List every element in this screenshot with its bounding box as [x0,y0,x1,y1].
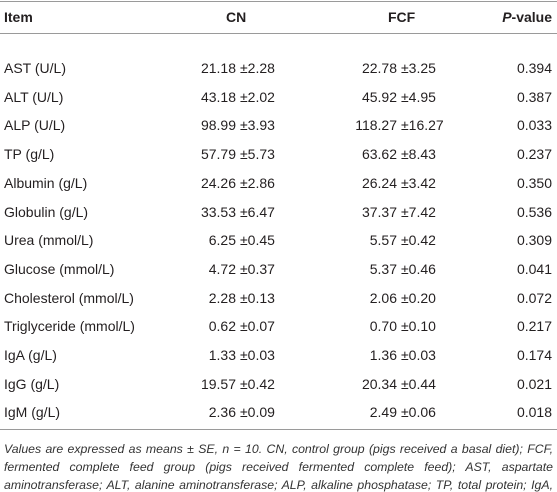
p-value: 0.021 [516,375,552,392]
cn-mean: 24.26 [200,174,236,191]
cn-mean: 21.18 [200,60,236,76]
p-value: 0.387 [516,88,552,105]
fcf-mean: 22.78 [361,60,397,76]
p-value: 0.237 [516,146,552,163]
cn-se: ±6.47 [240,203,275,220]
fcf-mean: 118.27 [355,117,397,134]
item: ALT (U/L) [4,88,64,105]
footnote: Values are expressed as means ± SE, n = … [4,442,553,492]
rule [0,429,557,430]
fcf-se: ±0.10 [401,318,436,335]
cn-mean: 4.72 [208,260,236,277]
item: Glucose (mmol/L) [4,260,115,277]
cn-se: ±0.37 [240,260,275,277]
item: Albumin (g/L) [4,174,88,191]
fcf-se: ±0.03 [401,347,436,363]
fcf-se: ±3.42 [401,174,436,191]
cn-se: ±5.73 [240,146,275,163]
fcf-se: ±0.44 [401,375,436,392]
fcf-mean: 37.37 [361,203,397,220]
fcf-mean: 2.49 [369,404,397,421]
header-cn: CN [226,9,247,25]
item: Urea (mmol/L) [4,232,94,249]
header-fcf: FCF [388,9,416,25]
cn-se: ±2.02 [240,88,275,105]
cn-mean: 98.99 [200,117,236,134]
fcf-mean: 26.24 [361,174,397,191]
fcf-se: ±0.06 [401,404,436,421]
p-value: 0.072 [516,289,552,306]
cn-se: ±0.09 [240,404,275,421]
p-value: 0.309 [516,232,552,249]
p-value: 0.033 [516,117,552,134]
fcf-se: ±4.95 [401,88,436,105]
header-pvalue: P-value [502,9,552,25]
p-value: 0.174 [516,347,552,363]
cn-se: ±0.45 [240,232,275,249]
fcf-se: ±0.46 [401,260,436,277]
fcf-mean: 0.70 [369,318,397,335]
cn-mean: 1.33 [208,347,236,363]
item: Globulin (g/L) [4,203,89,220]
cn-mean: 43.18 [200,88,236,105]
fcf-se: ±0.20 [401,289,436,306]
item: AST (U/L) [4,60,66,76]
cn-mean: 2.28 [208,289,236,306]
item: Triglyceride (mmol/L) [4,318,135,335]
item: TP (g/L) [4,146,55,163]
fcf-mean: 1.36 [369,347,397,363]
cn-mean: 19.57 [200,375,236,392]
fcf-mean: 20.34 [361,375,397,392]
cn-mean: 57.79 [200,146,236,163]
cn-se: ±0.13 [240,289,275,306]
cn-se: ±3.93 [240,117,275,134]
cn-mean: 2.36 [208,404,236,421]
rule [0,33,557,34]
p-value: 0.217 [516,318,552,335]
fcf-mean: 45.92 [361,88,397,105]
cn-mean: 0.62 [208,318,236,335]
cn-se: ±2.28 [240,60,275,76]
cn-se: ±0.07 [240,318,275,335]
fcf-mean: 5.37 [369,260,397,277]
p-value: 0.041 [516,260,552,277]
fcf-se: ±7.42 [401,203,436,220]
cn-se: ±0.03 [240,347,275,363]
fcf-mean: 2.06 [369,289,397,306]
cn-se: ±0.42 [240,375,275,392]
rule [0,1,557,2]
p-value: 0.350 [516,174,552,191]
cn-mean: 6.25 [208,232,236,249]
p-value: 0.536 [516,203,552,220]
fcf-se: ±3.25 [401,60,436,76]
fcf-mean: 63.62 [361,146,397,163]
item: IgM (g/L) [4,404,61,421]
cn-se: ±2.86 [240,174,275,191]
p-value: 0.394 [516,60,552,76]
fcf-se: ±8.43 [401,146,436,163]
header-item: Item [4,9,33,25]
cn-mean: 33.53 [200,203,236,220]
p-value: 0.018 [516,404,552,421]
item: Cholesterol (mmol/L) [4,289,134,306]
fcf-se: ±16.27 [401,117,444,134]
item: IgG (g/L) [4,375,60,392]
item: IgA (g/L) [4,347,57,363]
item: ALP (U/L) [4,117,66,134]
fcf-se: ±0.42 [401,232,436,249]
fcf-mean: 5.57 [369,232,397,249]
